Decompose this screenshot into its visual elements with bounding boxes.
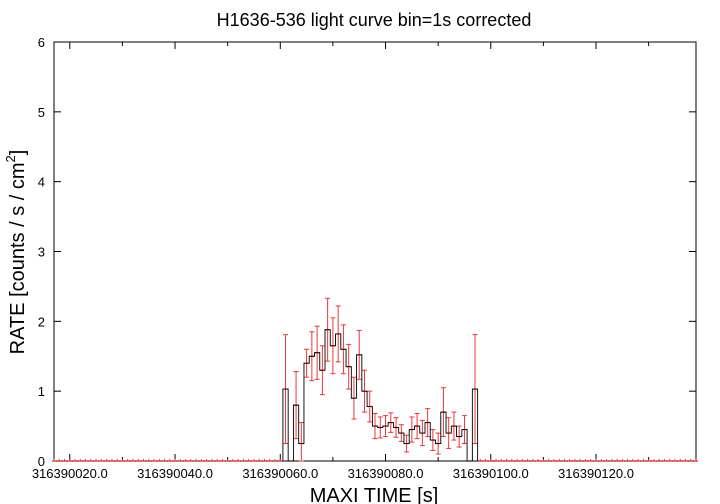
y-axis-label-end: ]: [7, 150, 29, 156]
x-tick-label: 316390040.0: [137, 466, 213, 481]
y-axis-label-main: RATE [counts / s / cm: [7, 162, 29, 354]
x-tick-label: 316390060.0: [242, 466, 318, 481]
y-tick-label: 1: [38, 384, 45, 399]
x-tick-label: 316390120.0: [558, 466, 634, 481]
step-histogram-line: [282, 329, 479, 462]
x-tick-label: 316390080.0: [348, 466, 424, 481]
y-tick-label: 5: [38, 105, 45, 120]
y-tick-label: 3: [38, 245, 45, 260]
plot-area: 0 1 2 3 4 5 6 316390020.0 316390040.0 316390060.…: [32, 35, 698, 481]
zero-baseline-marks: [52, 459, 698, 462]
y-axis-ticks: 0 1 2 3 4 5 6: [38, 35, 696, 469]
y-axis-label-sup: 2: [3, 155, 18, 162]
plot-frame: [53, 41, 697, 462]
data-series: [282, 297, 479, 462]
x-tick-label: 316390100.0: [453, 466, 529, 481]
x-axis-label: MAXI TIME [s]: [310, 485, 439, 504]
y-tick-label: 0: [38, 454, 45, 469]
y-tick-label: 6: [38, 35, 45, 50]
chart-title: H1636-536 light curve bin=1s corrected: [217, 10, 532, 30]
y-tick-label: 4: [38, 175, 45, 190]
x-tick-label: 316390020.0: [32, 466, 108, 481]
y-tick-label: 2: [38, 314, 45, 329]
y-axis-label: RATE [counts / s / cm2]: [3, 150, 29, 355]
x-axis-ticks: 316390020.0 316390040.0 316390060.0 3163900…: [32, 42, 650, 481]
